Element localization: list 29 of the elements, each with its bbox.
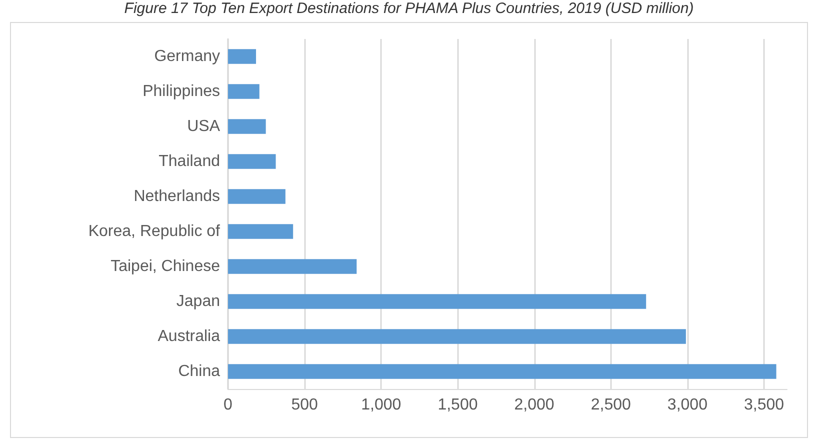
x-tick-label: 0	[224, 396, 233, 414]
bar	[228, 49, 256, 64]
x-tick-label: 500	[291, 396, 318, 414]
y-tick-label: Korea, Republic of	[88, 223, 221, 240]
bar	[228, 294, 646, 309]
chart-title: Figure 17 Top Ten Export Destinations for PHAMA Plus Countries, 2019 (USD million)	[123, 0, 695, 17]
bar	[228, 329, 686, 344]
bar	[228, 189, 286, 204]
x-tick-label: 2,500	[590, 396, 631, 414]
x-tick-label: 1,000	[361, 396, 402, 414]
y-tick-label: Australia	[158, 328, 220, 345]
bar	[228, 259, 357, 274]
bar	[228, 154, 276, 169]
y-tick-label: China	[178, 363, 220, 380]
bar	[228, 119, 266, 134]
x-tick-label: 3,000	[667, 396, 708, 414]
y-tick-label: Japan	[176, 293, 220, 310]
y-tick-label: Philippines	[142, 83, 220, 100]
x-tick-label: 1,500	[438, 396, 478, 414]
y-tick-label: Germany	[154, 48, 220, 65]
y-tick-label: Thailand	[158, 153, 220, 170]
x-tick-label: 3,500	[744, 396, 784, 414]
y-tick-label: Taipei, Chinese	[110, 258, 220, 275]
y-tick-label: USA	[187, 118, 220, 135]
bar	[228, 84, 260, 99]
y-tick-label: Netherlands	[134, 188, 220, 205]
bar	[228, 224, 294, 239]
x-tick-label: 2,000	[514, 396, 554, 414]
bar	[228, 364, 776, 379]
